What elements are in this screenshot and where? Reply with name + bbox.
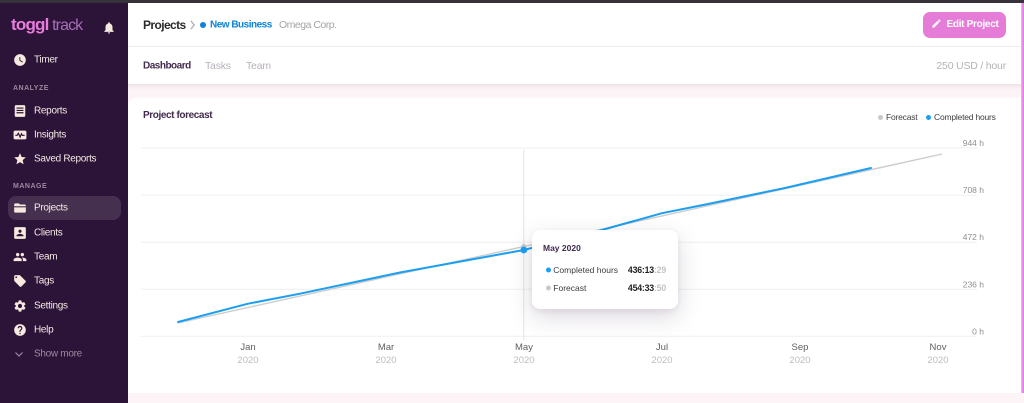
svg-text:Sep: Sep xyxy=(792,342,809,353)
svg-text:708 h: 708 h xyxy=(963,185,985,195)
svg-text:2020: 2020 xyxy=(375,355,396,366)
svg-text:Jan: Jan xyxy=(240,342,255,353)
svg-text:2020: 2020 xyxy=(927,355,948,366)
svg-text:Mar: Mar xyxy=(378,342,394,353)
svg-text:2020: 2020 xyxy=(513,355,534,366)
svg-text:944 h: 944 h xyxy=(963,138,985,148)
svg-text:2020: 2020 xyxy=(237,355,258,366)
svg-text:Jul: Jul xyxy=(656,342,668,353)
svg-text:Nov: Nov xyxy=(930,342,947,353)
svg-text:236 h: 236 h xyxy=(963,279,985,289)
svg-text:2020: 2020 xyxy=(651,355,672,366)
svg-text:May: May xyxy=(515,342,533,353)
svg-text:472 h: 472 h xyxy=(963,232,985,242)
svg-text:2020: 2020 xyxy=(789,355,810,366)
svg-text:0 h: 0 h xyxy=(972,326,984,336)
